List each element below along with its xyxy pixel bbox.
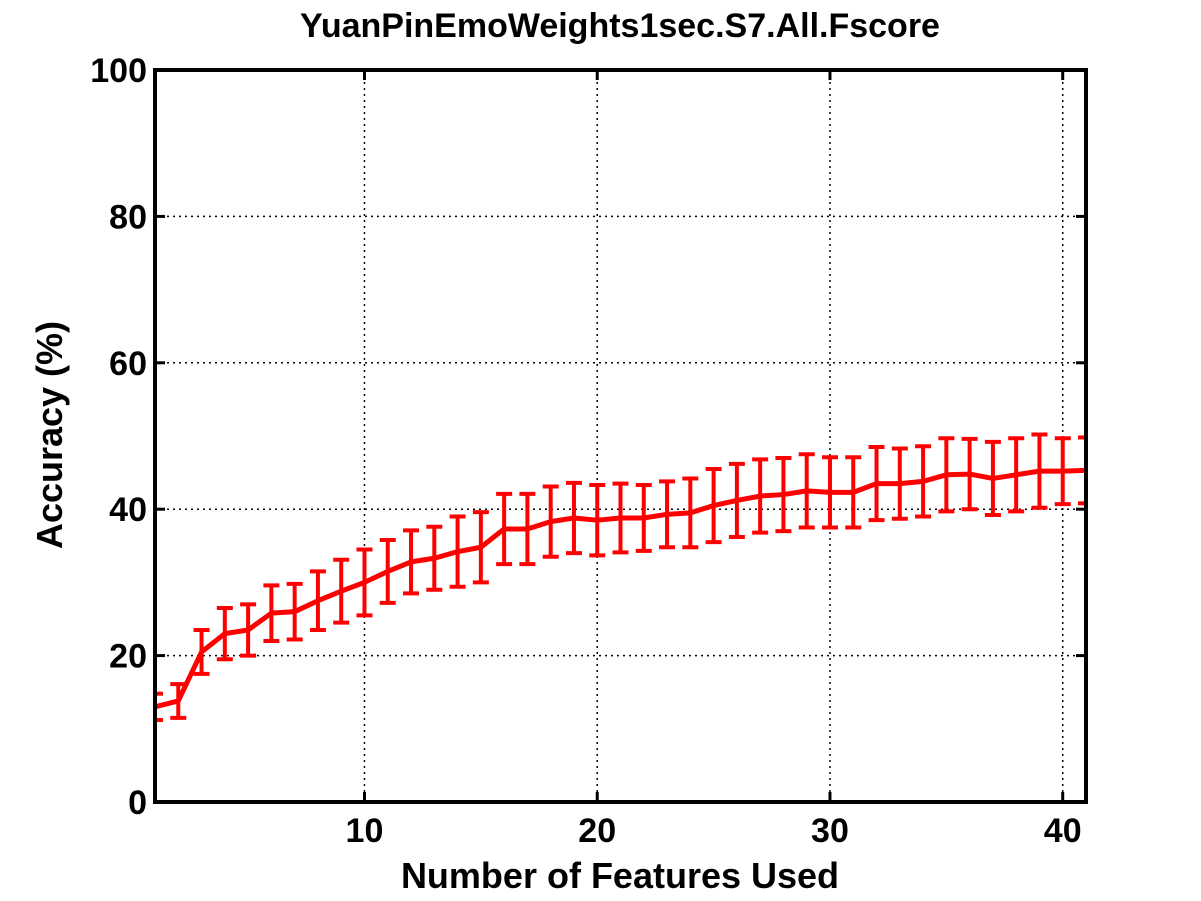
data-point	[734, 498, 739, 503]
y-tick-label: 20	[109, 638, 147, 676]
data-point	[595, 518, 600, 523]
data-point	[222, 631, 227, 636]
data-point	[409, 559, 414, 564]
data-point	[1060, 469, 1065, 474]
x-axis-label: Number of Features Used	[401, 855, 839, 896]
grid-lines	[155, 70, 1086, 802]
series-clip-group	[155, 432, 1086, 723]
data-point	[688, 510, 693, 515]
data-point	[571, 515, 576, 520]
y-tick-label: 60	[109, 345, 147, 383]
data-point	[851, 490, 856, 495]
data-point	[362, 580, 367, 585]
data-point	[432, 556, 437, 561]
y-tick-label: 80	[109, 198, 147, 236]
y-tick-label: 100	[90, 52, 147, 90]
data-point	[944, 472, 949, 477]
data-point	[478, 545, 483, 550]
data-point	[315, 598, 320, 603]
data-point	[246, 627, 251, 632]
data-point	[897, 481, 902, 486]
data-point	[176, 698, 181, 703]
error-bar	[155, 691, 163, 723]
data-point	[827, 490, 832, 495]
y-axis-label: Accuracy (%)	[29, 321, 70, 549]
data-point	[967, 472, 972, 477]
y-tick-label: 0	[128, 784, 147, 822]
data-point	[269, 611, 274, 616]
data-point	[641, 515, 646, 520]
data-point	[548, 519, 553, 524]
chart-title: YuanPinEmoWeights1sec.S7.All.Fscore	[300, 7, 940, 45]
ticks-group: 10 20 30 40 0 20 40 60 80 100	[90, 52, 1086, 850]
data-point	[525, 526, 530, 531]
data-point	[804, 488, 809, 493]
data-point	[339, 589, 344, 594]
data-point	[618, 515, 623, 520]
data-point	[758, 494, 763, 499]
data-point	[455, 549, 460, 554]
x-tick-label: 40	[1044, 812, 1082, 850]
data-point	[781, 492, 786, 497]
y-tick-label: 40	[109, 491, 147, 529]
data-point	[1037, 469, 1042, 474]
x-tick-label: 30	[811, 812, 849, 850]
error-bar	[1078, 435, 1086, 506]
data-point	[990, 476, 995, 481]
data-point	[665, 512, 670, 517]
data-point	[199, 649, 204, 654]
plot-frame	[153, 68, 1088, 804]
data-point	[502, 526, 507, 531]
x-tick-label: 20	[578, 812, 616, 850]
data-point	[874, 481, 879, 486]
series-group	[155, 432, 1086, 723]
data-point	[921, 479, 926, 484]
data-point	[385, 569, 390, 574]
data-point	[292, 609, 297, 614]
x-tick-label: 10	[346, 812, 384, 850]
data-point	[1014, 472, 1019, 477]
data-point	[711, 503, 716, 508]
